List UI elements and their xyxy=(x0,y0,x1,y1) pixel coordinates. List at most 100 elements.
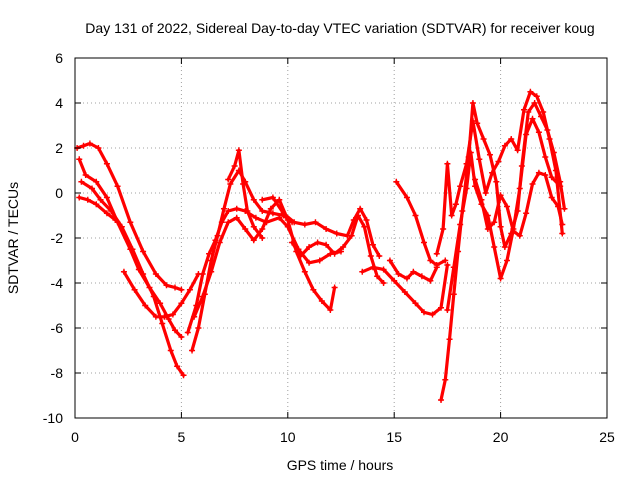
data-point-marker xyxy=(438,397,445,403)
data-point-marker xyxy=(525,109,532,115)
series-track-c xyxy=(78,178,187,379)
data-point-marker xyxy=(535,129,542,136)
data-point-marker xyxy=(427,277,434,284)
data-point-marker xyxy=(216,239,223,246)
data-point-marker xyxy=(97,196,104,203)
data-point-marker xyxy=(161,313,168,320)
data-point-marker xyxy=(363,217,370,223)
series-track-e xyxy=(120,268,202,320)
data-point-marker xyxy=(103,160,110,167)
data-point-marker xyxy=(163,282,170,289)
data-point-marker xyxy=(231,163,238,169)
data-point-marker xyxy=(291,219,298,226)
x-axis-ticks: 0 5 10 15 20 25 xyxy=(71,58,615,445)
y-tick-label: -4 xyxy=(51,275,64,291)
data-point-marker xyxy=(469,118,476,124)
series-track-r xyxy=(472,169,566,239)
data-point-marker xyxy=(386,257,393,264)
data-point-marker xyxy=(212,237,219,244)
y-tick-label: 6 xyxy=(55,50,63,66)
data-point-marker xyxy=(555,203,562,210)
data-point-marker xyxy=(142,302,149,309)
data-point-marker xyxy=(420,309,427,316)
data-point-marker xyxy=(478,196,485,203)
data-point-marker xyxy=(548,194,555,201)
data-point-marker xyxy=(242,226,249,232)
data-point-marker xyxy=(167,347,174,354)
data-point-marker xyxy=(440,226,447,232)
data-point-marker xyxy=(250,223,257,230)
series-track-k xyxy=(289,212,387,286)
data-point-marker xyxy=(331,284,338,291)
data-point-marker xyxy=(157,300,164,307)
data-point-marker xyxy=(540,109,547,115)
data-point-marker xyxy=(442,257,449,264)
data-point-marker xyxy=(195,325,202,331)
data-point-marker xyxy=(103,194,110,201)
data-point-marker xyxy=(208,268,215,275)
data-point-marker xyxy=(380,266,387,273)
data-point-marker xyxy=(510,228,517,235)
data-point-marker xyxy=(495,158,502,165)
data-point-marker xyxy=(412,300,419,307)
data-point-marker xyxy=(403,275,410,282)
data-point-marker xyxy=(391,277,398,284)
data-point-marker xyxy=(93,201,100,208)
data-point-marker xyxy=(474,120,481,127)
data-point-marker xyxy=(227,181,234,187)
data-point-marker xyxy=(199,271,206,277)
data-point-marker xyxy=(450,264,457,271)
data-point-marker xyxy=(306,244,313,250)
data-point-marker xyxy=(310,286,317,293)
data-point-marker xyxy=(497,192,504,199)
data-point-marker xyxy=(355,212,362,219)
data-point-marker xyxy=(482,190,489,196)
data-point-marker xyxy=(472,176,479,183)
y-tick-label: -6 xyxy=(51,320,64,336)
data-point-marker xyxy=(89,185,96,192)
data-point-marker xyxy=(80,142,87,149)
data-point-marker xyxy=(127,219,134,226)
data-point-marker xyxy=(172,284,179,291)
series-line xyxy=(260,195,381,258)
data-point-marker xyxy=(152,271,159,277)
data-point-marker xyxy=(250,237,257,244)
data-point-marker xyxy=(103,210,110,217)
data-point-marker xyxy=(233,214,240,221)
y-tick-label: 4 xyxy=(55,95,63,111)
x-tick-label: 10 xyxy=(280,429,296,445)
series-track-d xyxy=(76,194,119,223)
data-point-marker xyxy=(380,280,387,286)
x-tick-label: 15 xyxy=(386,429,402,445)
data-point-marker xyxy=(369,264,376,271)
data-point-marker xyxy=(333,230,340,237)
data-point-marker xyxy=(220,205,227,212)
data-point-marker xyxy=(348,232,355,239)
data-point-marker xyxy=(131,286,138,293)
data-point-marker xyxy=(489,169,496,176)
series-track-n xyxy=(393,178,449,268)
series-line xyxy=(360,263,449,317)
data-point-marker xyxy=(84,196,91,203)
data-point-marker xyxy=(82,172,89,178)
x-axis-label: GPS time / hours xyxy=(287,457,394,473)
data-point-marker xyxy=(535,169,542,176)
data-point-marker xyxy=(433,250,440,257)
data-point-marker xyxy=(259,208,266,214)
data-point-marker xyxy=(361,223,368,230)
data-point-marker xyxy=(199,293,206,300)
data-point-marker xyxy=(186,286,193,293)
data-point-marker xyxy=(444,307,451,313)
data-point-marker xyxy=(516,232,523,239)
data-point-marker xyxy=(140,248,147,255)
series-track-j xyxy=(259,194,383,259)
data-point-marker xyxy=(323,241,330,248)
data-point-marker xyxy=(480,136,487,142)
data-point-marker xyxy=(559,230,566,237)
data-point-marker xyxy=(469,100,476,106)
data-point-marker xyxy=(259,235,266,241)
data-point-marker xyxy=(514,147,521,154)
data-point-marker xyxy=(150,293,157,300)
data-point-marker xyxy=(259,196,266,203)
data-point-marker xyxy=(542,154,549,160)
